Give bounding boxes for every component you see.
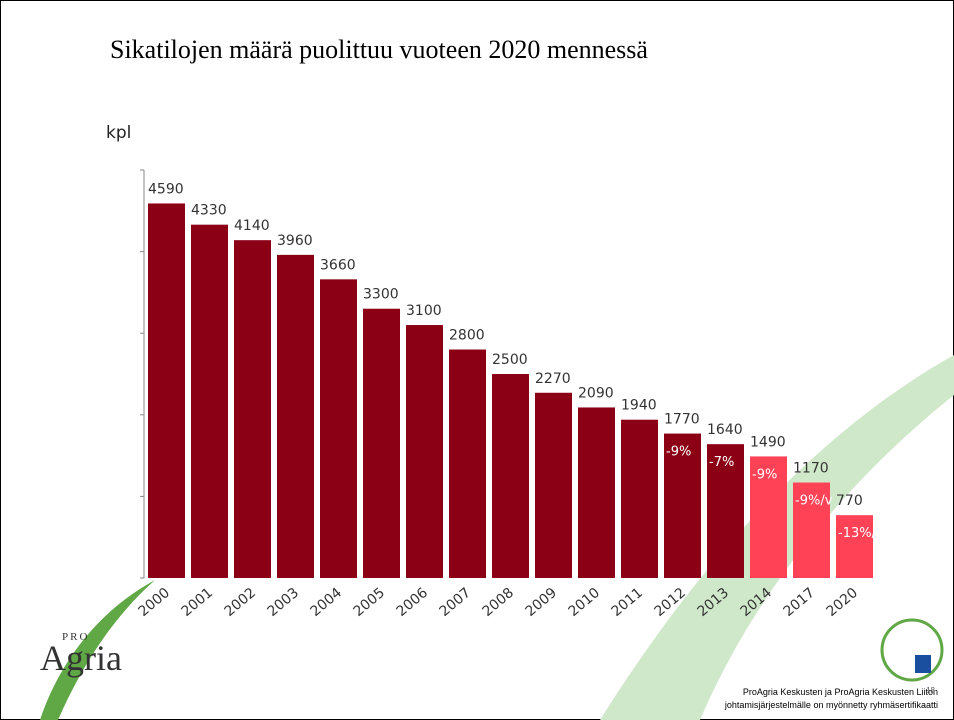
value-label: 4140	[234, 218, 270, 234]
footer-line: johtamisjärjestelmälle on myönnetty ryhm…	[724, 700, 938, 710]
bar	[406, 325, 443, 578]
value-label: 1640	[707, 422, 743, 438]
annotation: -9%/v	[795, 494, 833, 509]
annotation: -9%	[752, 467, 777, 482]
bar	[492, 374, 529, 578]
value-label: 1170	[793, 461, 829, 477]
bar	[578, 407, 615, 578]
value-label: 770	[836, 493, 863, 509]
annotation: -7%	[709, 455, 734, 470]
value-label: 4590	[148, 181, 184, 197]
bar	[191, 225, 228, 578]
value-label: 1490	[750, 434, 786, 450]
page-number: 18	[926, 686, 935, 695]
bar	[234, 240, 271, 578]
bar	[148, 203, 185, 578]
slide: Sikatilojen määrä puolittuu vuoteen 2020…	[0, 0, 954, 720]
value-label: 3300	[363, 287, 399, 303]
value-label: 2270	[535, 371, 571, 387]
value-label: 3960	[277, 233, 313, 249]
value-label: 2500	[492, 352, 528, 368]
bar	[277, 255, 314, 578]
value-label: 4330	[191, 203, 227, 219]
logo-main: Agria	[40, 638, 122, 678]
y-axis-label: kpl	[106, 123, 131, 143]
bar	[449, 350, 486, 578]
footer-line: ProAgria Keskusten ja ProAgria Keskusten…	[743, 687, 938, 697]
bar	[363, 309, 400, 578]
value-label: 1940	[621, 398, 657, 414]
bar	[320, 279, 357, 578]
value-label: 3660	[320, 257, 356, 273]
value-label: 2090	[578, 385, 614, 401]
certificate-icon	[915, 655, 931, 673]
bar	[836, 515, 873, 578]
annotation: -13%/v	[838, 526, 884, 541]
value-label: 3100	[406, 303, 442, 319]
chart-title: Sikatilojen määrä puolittuu vuoteen 2020…	[110, 35, 648, 64]
bar	[621, 420, 658, 578]
value-label: 1770	[664, 412, 700, 428]
annotation: -9%	[666, 445, 691, 460]
value-label: 2800	[449, 328, 485, 344]
bar	[535, 393, 572, 578]
